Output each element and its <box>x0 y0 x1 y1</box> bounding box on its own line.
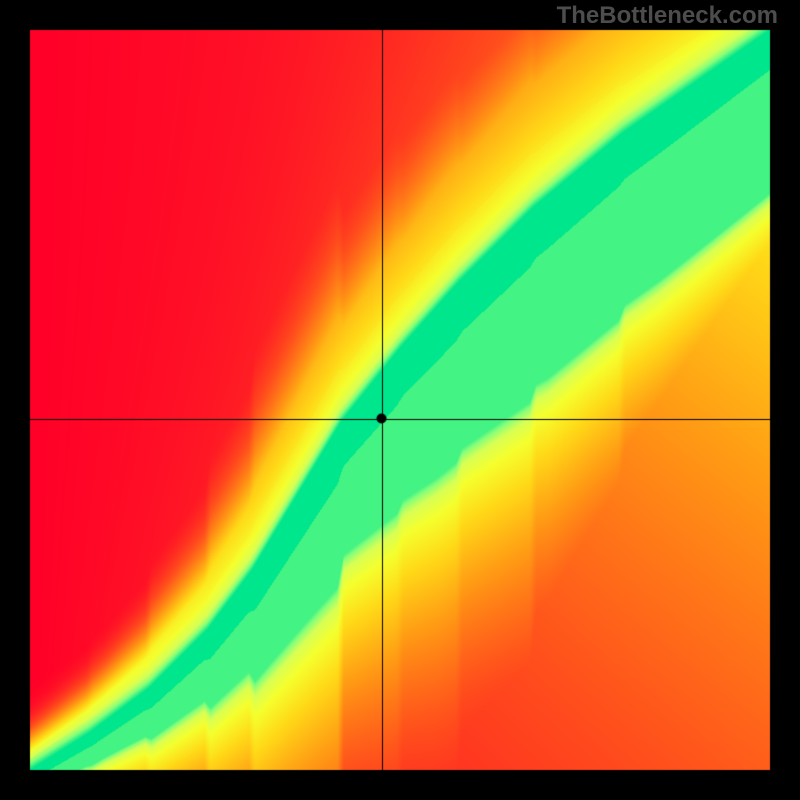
chart-root: TheBottleneck.com <box>0 0 800 800</box>
watermark-label: TheBottleneck.com <box>557 2 778 30</box>
bottleneck-heatmap <box>0 0 800 800</box>
